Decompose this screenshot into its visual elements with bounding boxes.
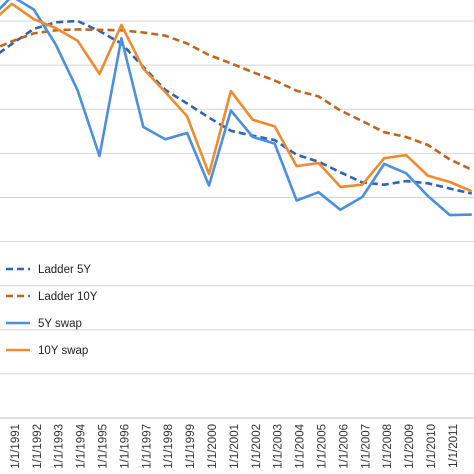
x-tick-label: 1/1/2002 bbox=[251, 424, 263, 469]
legend-label: Ladder 10Y bbox=[38, 291, 98, 303]
legend-label: Ladder 5Y bbox=[38, 264, 91, 276]
x-tick-label: 1/1/1998 bbox=[163, 424, 175, 469]
legend-label: 5Y swap bbox=[38, 318, 82, 330]
x-tick-label: 1/1/1997 bbox=[141, 424, 153, 469]
gridlines bbox=[0, 20, 474, 419]
x-tick-label: 1/1/2005 bbox=[317, 424, 329, 469]
x-tick-label: 1/1/2006 bbox=[338, 424, 350, 469]
x-tick-label: 1/1/2004 bbox=[295, 423, 307, 468]
series-line-10y-swap bbox=[0, 2, 473, 193]
legend-label: 10Y swap bbox=[38, 345, 88, 357]
x-tick-label: 1/1/1991 bbox=[10, 424, 22, 469]
x-axis-tick-labels: 1/1/1991 1/1/1992 1/1/1993 1/1/1994 1/1/1995… bbox=[10, 423, 460, 468]
series-line-ladder-10y bbox=[0, 28, 473, 171]
legend: Ladder 5Y Ladder 10Y 5Y swap 10Y swap bbox=[6, 264, 98, 357]
x-tick-label: 1/1/2009 bbox=[404, 424, 416, 469]
x-tick-label: 1/1/2003 bbox=[273, 424, 285, 469]
x-tick-label: 1/1/2008 bbox=[382, 424, 394, 469]
series-line-5y-swap bbox=[0, 0, 472, 217]
x-tick-label: 1/1/2000 bbox=[207, 424, 219, 469]
x-tick-label: 1/1/1999 bbox=[185, 424, 197, 469]
x-tick-label: 1/1/1996 bbox=[119, 424, 131, 469]
x-tick-label: 1/1/2001 bbox=[229, 424, 241, 469]
x-tick-label: 1/1/2011 bbox=[448, 424, 460, 468]
x-tick-label: 1/1/2007 bbox=[360, 424, 372, 469]
x-tick-label: 1/1/2010 bbox=[426, 424, 438, 469]
series-lines bbox=[0, 0, 473, 217]
x-tick-label: 1/1/1993 bbox=[54, 424, 66, 469]
x-tick-label: 1/1/1995 bbox=[98, 424, 110, 469]
x-tick-label: 1/1/1994 bbox=[76, 423, 88, 468]
x-tick-label: 1/1/1992 bbox=[32, 424, 44, 469]
series-line-ladder-5y bbox=[0, 19, 473, 195]
